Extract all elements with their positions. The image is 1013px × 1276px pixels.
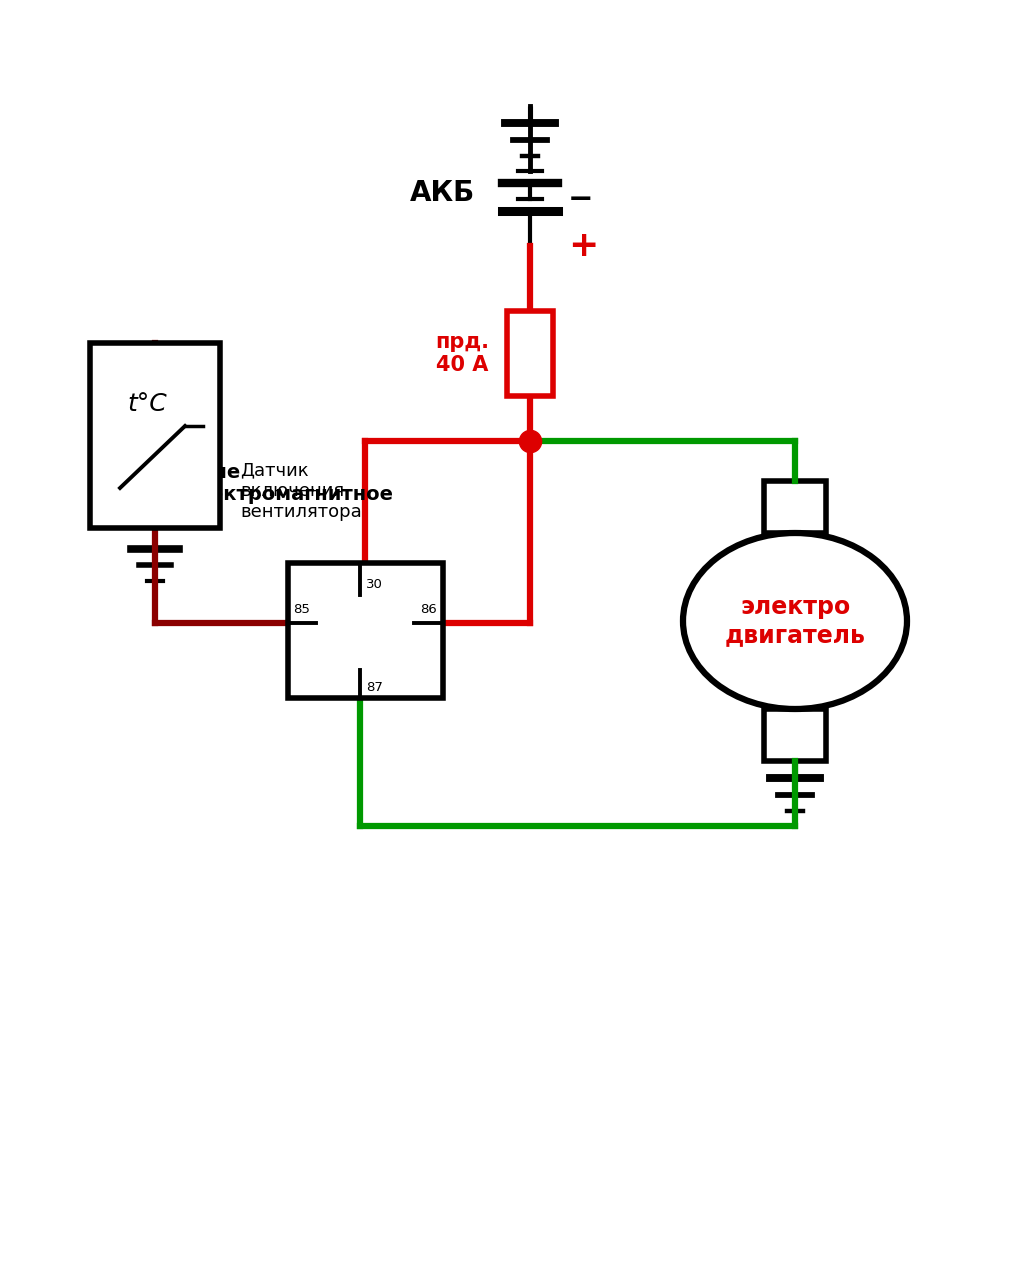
Text: −: − [568, 185, 594, 213]
Bar [506, 311, 553, 396]
Text: электро
двигатель: электро двигатель [724, 595, 865, 647]
Text: АКБ: АКБ [409, 179, 475, 207]
Bar [90, 343, 220, 528]
Text: +: + [568, 228, 599, 263]
Text: Реле
электромагнитное: Реле электромагнитное [185, 463, 394, 504]
Bar [764, 709, 826, 760]
Text: 85: 85 [294, 604, 310, 616]
Bar [764, 481, 826, 533]
Text: 86: 86 [419, 604, 437, 616]
Bar [288, 564, 443, 698]
Text: прд.
40 А: прд. 40 А [435, 332, 489, 375]
Ellipse shape [683, 533, 907, 709]
Text: t°C: t°C [127, 392, 167, 416]
Text: 87: 87 [366, 681, 383, 694]
Text: 30: 30 [366, 578, 383, 592]
Text: Датчик
включения
вентилятора: Датчик включения вентилятора [240, 461, 362, 521]
